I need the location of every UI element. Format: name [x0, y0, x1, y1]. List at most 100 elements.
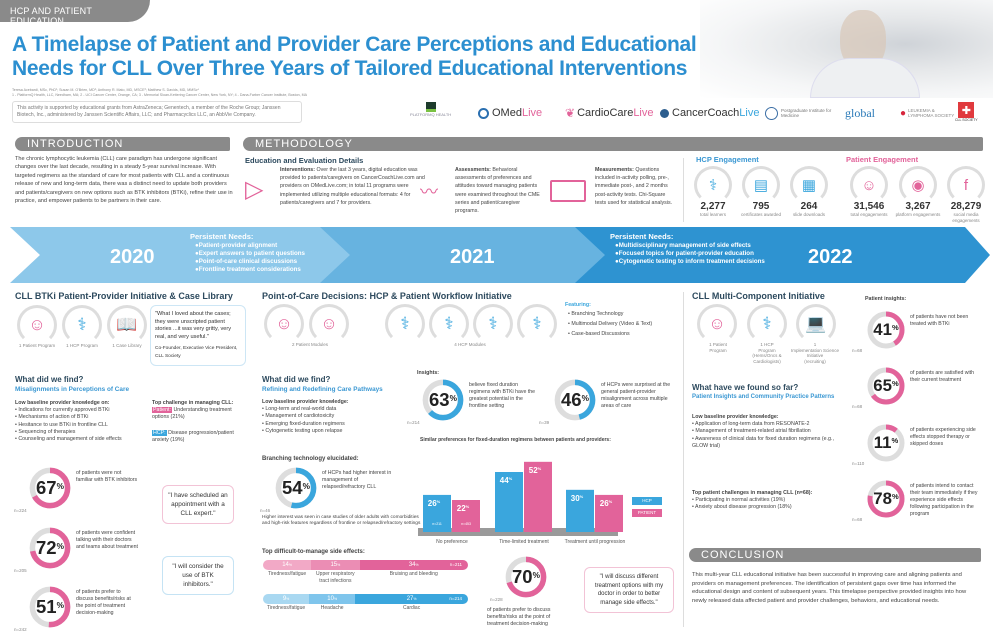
low-knowledge-2022: Low baseline provider knowledge: Applica… — [692, 414, 842, 450]
logo-text: CLL SOCIETY — [955, 118, 978, 122]
needs-2020: Persistent Needs: ●Patient-provider alig… — [190, 233, 305, 274]
percent-value: 46 — [561, 389, 582, 410]
donut-stat: 67% — [28, 466, 72, 510]
list-item: Long-term and real-world data — [262, 406, 412, 413]
percent-value: 54 — [282, 477, 303, 498]
interventions-text: Interventions: Over the last 3 years, di… — [280, 166, 428, 207]
donut-stat: 51% — [28, 585, 72, 629]
doctor-icon: ⚕ — [429, 304, 469, 344]
find-heading: What did we find? — [15, 375, 84, 384]
certificate-icon: ▤ — [742, 166, 780, 204]
section-2021-title: Point-of-Care Decisions: HCP & Patient W… — [262, 291, 512, 301]
legend-label: PATIENT — [637, 510, 657, 515]
find-subheading: Refining and Redefining Care Pathways — [262, 386, 383, 393]
percent-sign: % — [288, 563, 293, 567]
program-label: 1 Patient Program — [693, 342, 743, 353]
percent-sign: % — [286, 597, 290, 601]
percent-sign: % — [891, 436, 899, 446]
year-2022: 2022 — [808, 246, 853, 268]
quote-attribution: Co-Founder, Executive Vice President, CL… — [155, 346, 238, 359]
sample-size: n=224 — [14, 508, 27, 513]
logo-text: CardioCare — [577, 107, 634, 119]
stat-text: of patients prefer to discuss benefits/r… — [487, 607, 551, 627]
need: ●Focused topics for patient-provider edu… — [615, 250, 754, 257]
side-effect-segment: 15% — [311, 560, 360, 570]
percent-sign: % — [413, 597, 417, 601]
donut-stat: 46% — [553, 378, 597, 422]
bar-n-label: n=211 — [432, 522, 442, 526]
body: Behavioral assessments of preferences an… — [455, 167, 540, 215]
program-label-line: (Hems/Oncs & Cardiologists) — [752, 353, 782, 364]
sample-size: n=68 — [852, 404, 863, 409]
engagement-value: 31,546 — [853, 201, 885, 212]
logo-cardiocarelive: ❦ CardioCare Live — [565, 106, 654, 120]
percent-sign: % — [333, 597, 338, 601]
introduction-text: The chronic lymphocytic leukemia (CLL) c… — [15, 156, 233, 205]
list-item: Emerging fixed-duration regimens — [262, 421, 412, 428]
logo-global: global — [845, 105, 875, 120]
donut-percent: 46% — [553, 378, 597, 422]
program-label-line: Program — [758, 347, 776, 353]
donut-ring — [29, 527, 71, 569]
program-label: 1 HCP Program — [66, 343, 98, 348]
engagement-value: 264 — [800, 201, 818, 212]
engagement-stat: ☺ 31,546 total engagements — [845, 166, 893, 218]
doctor-icon: ⚕ — [517, 304, 557, 344]
donut-ring — [505, 556, 547, 598]
bar-unit: % — [437, 499, 441, 504]
need: ●Point-of-care clinical discussions — [195, 258, 298, 265]
year-2021: 2021 — [450, 246, 495, 268]
sample-size: n=68 — [852, 348, 863, 353]
need: ●Multidisciplinary management of side ef… — [615, 242, 751, 249]
segment-label: Bruising and bleeding — [389, 571, 438, 577]
list-item: Application of long-term data from RESON… — [692, 421, 842, 428]
donut-stat: 63% — [421, 378, 465, 422]
percent-value: 51 — [36, 596, 57, 617]
program-label-line: 1 HCP — [760, 342, 774, 347]
support-statement: This activity is supported by educationa… — [12, 101, 302, 123]
donut-ring — [867, 311, 905, 349]
side-effect-bar: 14% 15% 34% n=211 — [263, 560, 468, 570]
insights-title: Insights: — [417, 370, 440, 376]
find-subheading: Patient Insights and Community Practice … — [692, 394, 835, 400]
laptop-magnifier-icon — [550, 180, 586, 202]
donut-ring — [867, 367, 905, 405]
patient-engagement-heading: Patient Engagement — [846, 155, 919, 164]
donut-fill — [422, 379, 464, 421]
low-knowledge-2021: Low baseline provider knowledge: Long-te… — [262, 399, 412, 435]
logo-text: CancerCoach — [672, 107, 740, 119]
list-title: Top patient challenges in managing CLL (… — [692, 490, 813, 496]
bar-hcp — [495, 472, 523, 532]
donut-stat: 41% — [866, 310, 906, 350]
timeline-2022 — [575, 227, 990, 283]
donut-percent: 63% — [421, 378, 465, 422]
engagement-label: total learners — [699, 212, 726, 217]
percent-sign: % — [415, 563, 419, 567]
donut-ring — [275, 467, 317, 509]
side-effect-labels: Tiredness/fatigue Headache Cardiac — [263, 605, 468, 612]
donut-percent: 67% — [28, 466, 72, 510]
bar-chart-svg: 26% n=211 22% n=453 44% 52% 30% 26% — [418, 461, 623, 536]
engagement-value: 28,279 — [950, 201, 982, 212]
bar-value-label: 22% — [457, 504, 470, 513]
stat-text: of patients were not familiar with BTK i… — [76, 470, 138, 483]
stat-text: of patients intend to contact their team… — [910, 483, 978, 517]
donut-fill — [867, 480, 905, 518]
logo-cll-society: ✚ CLL SOCIETY — [955, 102, 978, 124]
hcp-engagement-heading: HCP Engagement — [696, 155, 759, 164]
segment-value: 15 — [330, 562, 338, 568]
bar-unit: % — [538, 466, 542, 471]
category-label: No preference — [436, 539, 468, 545]
assessments-text: Assessments: Behavioral assessments of p… — [455, 166, 545, 215]
bar-hcp — [566, 489, 594, 532]
donut-percent: 65% — [866, 366, 906, 406]
side-effects-title: Top difficult-to-manage side effects: — [262, 549, 365, 555]
bar-n-label: n=453 — [461, 522, 471, 526]
list-item: Awareness of clinical data for fixed dur… — [692, 436, 842, 450]
featuring-title: Featuring: — [565, 302, 591, 308]
donut-percent: 70% — [504, 555, 548, 599]
logo-cancercoachlive: CancerCoach Live — [660, 102, 759, 124]
branching-title: Branching technology elucidated: — [262, 456, 359, 462]
presentation-icon: ▦ — [790, 166, 828, 204]
side-effect-segment: 10% — [309, 594, 356, 604]
